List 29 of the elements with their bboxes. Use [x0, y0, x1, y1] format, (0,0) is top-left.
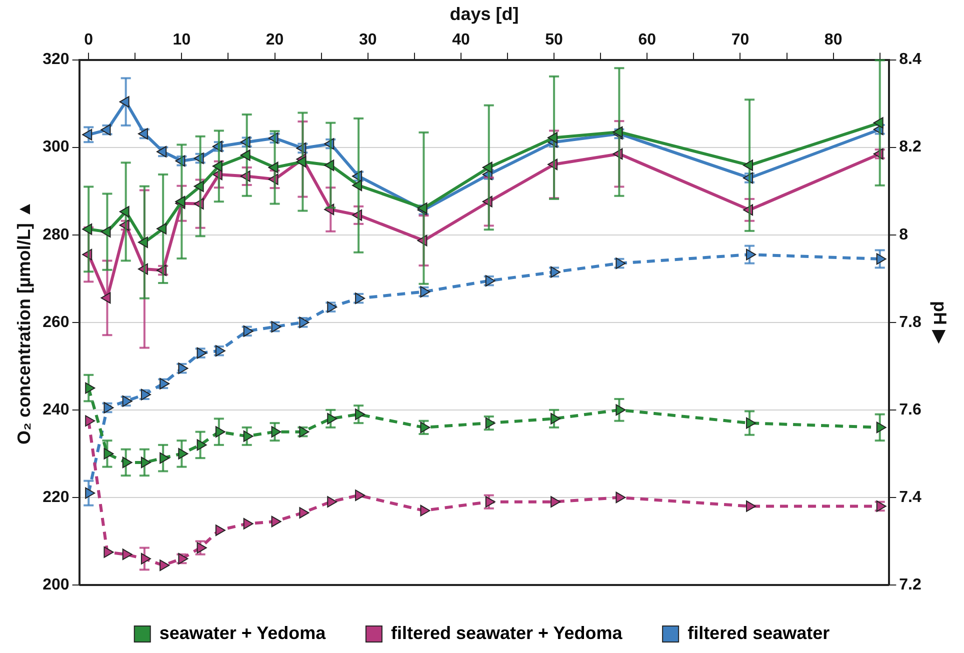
- x-tick-label: 10: [172, 32, 191, 49]
- x-tick-label: 0: [84, 32, 94, 49]
- y2-tick-label: 8: [899, 226, 908, 244]
- y-tick-label: 220: [42, 488, 70, 506]
- x-tick-label: 60: [638, 32, 656, 49]
- y-tick-label: 280: [42, 226, 70, 244]
- legend-label: filtered seawater: [688, 622, 830, 643]
- y-tick-label: 240: [42, 401, 70, 418]
- y2-tick-label: 8.4: [899, 51, 922, 68]
- x-tick-label: 50: [545, 32, 564, 49]
- y-tick-label: 300: [42, 138, 70, 156]
- y-tick-label: 320: [42, 51, 70, 68]
- y2-tick-label: 7.8: [899, 314, 922, 331]
- x-tick-label: 40: [452, 32, 470, 49]
- y2-tick-label: 7.6: [899, 401, 922, 418]
- y2-tick-label: 7.4: [899, 488, 922, 506]
- y-tick-label: 200: [42, 576, 70, 594]
- x-tick-label: 30: [358, 32, 377, 49]
- x-tick-label: 20: [266, 32, 284, 49]
- y2-tick-label: 7.2: [899, 576, 922, 594]
- y-tick-label: 260: [42, 314, 70, 331]
- x-axis-title: days [d]: [450, 4, 519, 24]
- x-tick-label: 70: [731, 32, 750, 49]
- y2-axis-title: pH ▶: [930, 300, 950, 344]
- legend-label: filtered seawater + Yedoma: [390, 622, 624, 643]
- y2-tick-label: 8.2: [899, 138, 922, 156]
- legend-label: seawater + Yedoma: [159, 622, 327, 643]
- y-axis-title: O₂ concentration [µmol/L] ▲: [14, 200, 34, 444]
- x-tick-label: 80: [824, 32, 842, 49]
